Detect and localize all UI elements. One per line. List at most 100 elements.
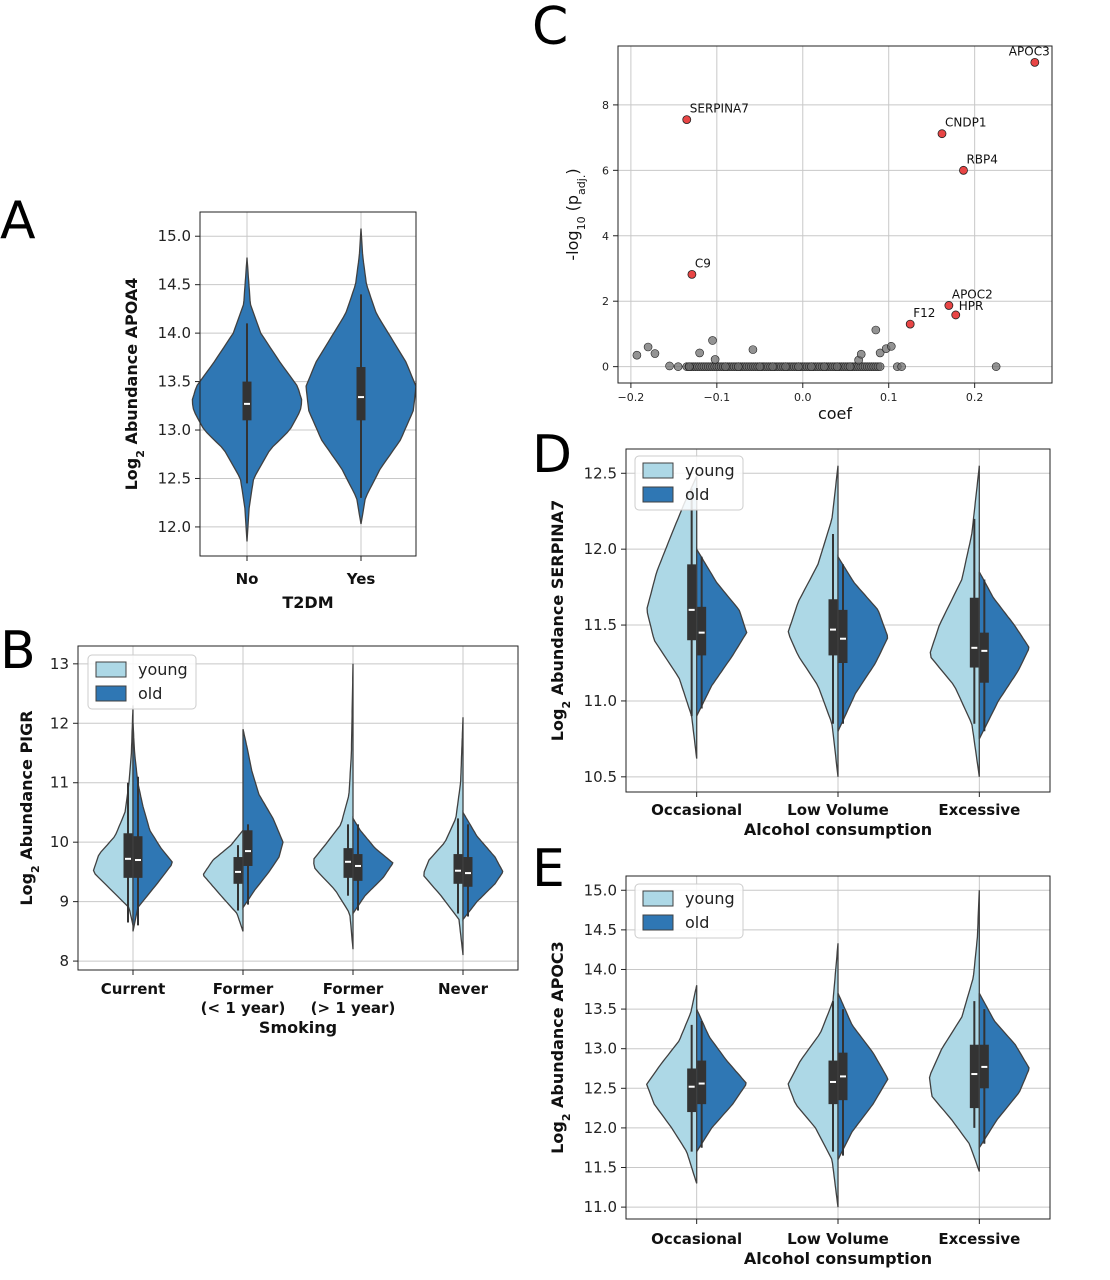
nonsignificant-point	[875, 348, 885, 358]
significant-point	[937, 129, 947, 139]
significant-point	[951, 310, 961, 320]
panel-e-frame	[625, 875, 1051, 1220]
violin-old	[837, 992, 889, 1160]
panel-b-ytick-label: 9	[59, 893, 69, 911]
iqr-box	[353, 854, 363, 881]
legend-swatch	[95, 661, 127, 678]
violin-old	[696, 1008, 747, 1154]
nonsignificant-point	[897, 362, 906, 371]
panel-a-ylabel-text: Log2 Abundance APOA4	[122, 278, 147, 491]
panel-a-ytick-label: 14.0	[158, 324, 191, 342]
nonsignificant-point	[665, 361, 674, 371]
nonsignificant-point	[734, 362, 743, 371]
panel-e-ytick-label: 13.0	[584, 1040, 617, 1058]
violin-old	[352, 816, 394, 916]
panel-e-ylabel: Log2 Abundance APOC3	[548, 941, 573, 1154]
panel-c-ytick-label: 4	[602, 230, 609, 243]
panel-c-xlabel: coef	[818, 404, 852, 423]
iqr-box	[133, 836, 143, 878]
panel-b-category-label: Current	[101, 980, 166, 998]
legend-label: young	[685, 889, 735, 908]
significant-point	[944, 301, 954, 310]
panel-e-ylabel-text: Log2 Abundance APOC3	[548, 941, 573, 1154]
panel-b-ylabel: Log2 Abundance PIGR	[17, 710, 42, 905]
panel-b-ytick-label: 12	[50, 714, 69, 732]
panel-c-ylabel-text: -log10 (padj.)	[563, 168, 588, 260]
violin-young	[787, 465, 839, 777]
iqr-box	[687, 1068, 697, 1113]
iqr-box	[463, 857, 473, 887]
panel-d-letter: D	[532, 425, 572, 485]
panel-d-ytick-label: 11.5	[584, 616, 617, 634]
panel-a-frame	[199, 211, 417, 557]
violin-young	[928, 890, 980, 1172]
panel-a-xlabel: T2DM	[282, 593, 333, 612]
panel-d: D 10.5 11.0 11.5 12.0 12.5 Occasional Low Volum…	[532, 425, 1051, 839]
panel-e-category-label: Occasional	[651, 1230, 742, 1248]
panel-e-ytick-label: 15.0	[584, 881, 617, 899]
violin-young	[787, 943, 839, 1208]
nonsignificant-point	[794, 362, 803, 371]
iqr-box	[969, 597, 979, 668]
violin-old	[132, 723, 173, 932]
nonsignificant-point	[748, 345, 758, 354]
panel-b-ytick-label: 10	[50, 833, 69, 851]
nonsignificant-point	[845, 362, 855, 371]
nonsignificant-point	[685, 362, 694, 371]
legend-swatch	[95, 685, 127, 702]
panel-d-violins	[646, 465, 1030, 777]
panel-b-frame	[77, 645, 519, 971]
iqr-box	[123, 833, 133, 878]
violin-old	[696, 546, 748, 717]
point-label: APOC2	[952, 287, 993, 301]
nonsignificant-point	[781, 362, 790, 371]
panel-e-ytick-label: 11.5	[584, 1159, 617, 1177]
panel-d-ytick-label: 12.0	[584, 540, 617, 558]
panel-d-frame	[625, 448, 1051, 793]
panel-e-ytick-label: 14.5	[584, 921, 617, 939]
nonsignificant-point	[871, 325, 881, 335]
panel-b-ytick-label: 8	[59, 952, 69, 970]
panel-e-legend: young old	[634, 883, 744, 939]
iqr-box	[828, 599, 838, 656]
panel-e-ytick-label: 13.5	[584, 1000, 617, 1018]
nonsignificant-point	[695, 348, 704, 358]
iqr-box	[343, 848, 353, 878]
panel-a-ytick-label: 14.5	[158, 276, 191, 294]
nonsignificant-point	[721, 362, 730, 371]
panel-a-category-label: No	[236, 570, 259, 588]
legend-swatch	[642, 462, 674, 479]
panel-a-category-label: Yes	[346, 570, 376, 588]
significant-point	[905, 319, 915, 329]
panel-c-ylabel: -log10 (padj.)	[563, 168, 588, 260]
panel-b-ytick-label: 11	[50, 774, 69, 792]
panel-d-ylabel-text: Log2 Abundance SERPINA7	[548, 500, 573, 741]
iqr-box	[356, 367, 366, 421]
nonsignificant-point	[755, 362, 765, 371]
panel-d-category-label: Excessive	[938, 801, 1020, 819]
point-label: RBP4	[966, 152, 997, 166]
significant-point	[959, 165, 968, 175]
legend-swatch	[642, 486, 674, 503]
panel-c: C 0 2 4 6 8 −0.2 −0.1 0.0 0.1 0.2 APOC3 SERPINA7 CNDP…	[532, 0, 1053, 423]
legend-swatch	[642, 890, 674, 907]
violin-old	[242, 729, 284, 910]
violin-young	[92, 705, 134, 926]
panel-a-ytick-label: 12.5	[158, 469, 191, 487]
panel-c-letter: C	[532, 0, 568, 57]
nonsignificant-point	[807, 362, 816, 371]
panel-a-ytick-label: 15.0	[158, 227, 191, 245]
panel-c-xtick-label: 0.0	[794, 391, 812, 404]
panel-d-ytick-label: 12.5	[584, 464, 617, 482]
panel-e-letter: E	[532, 839, 565, 899]
legend-label: old	[685, 913, 709, 932]
nonsignificant-point	[632, 350, 642, 360]
panel-e-ytick-label: 12.5	[584, 1079, 617, 1097]
panel-e-violins	[645, 890, 1030, 1208]
iqr-box	[697, 606, 707, 656]
violin-young	[646, 476, 698, 759]
panel-a-ytick-label: 12.0	[158, 518, 191, 536]
point-label: APOC3	[1009, 44, 1050, 58]
panel-a-violins	[191, 228, 417, 542]
nonsignificant-point	[886, 342, 896, 351]
